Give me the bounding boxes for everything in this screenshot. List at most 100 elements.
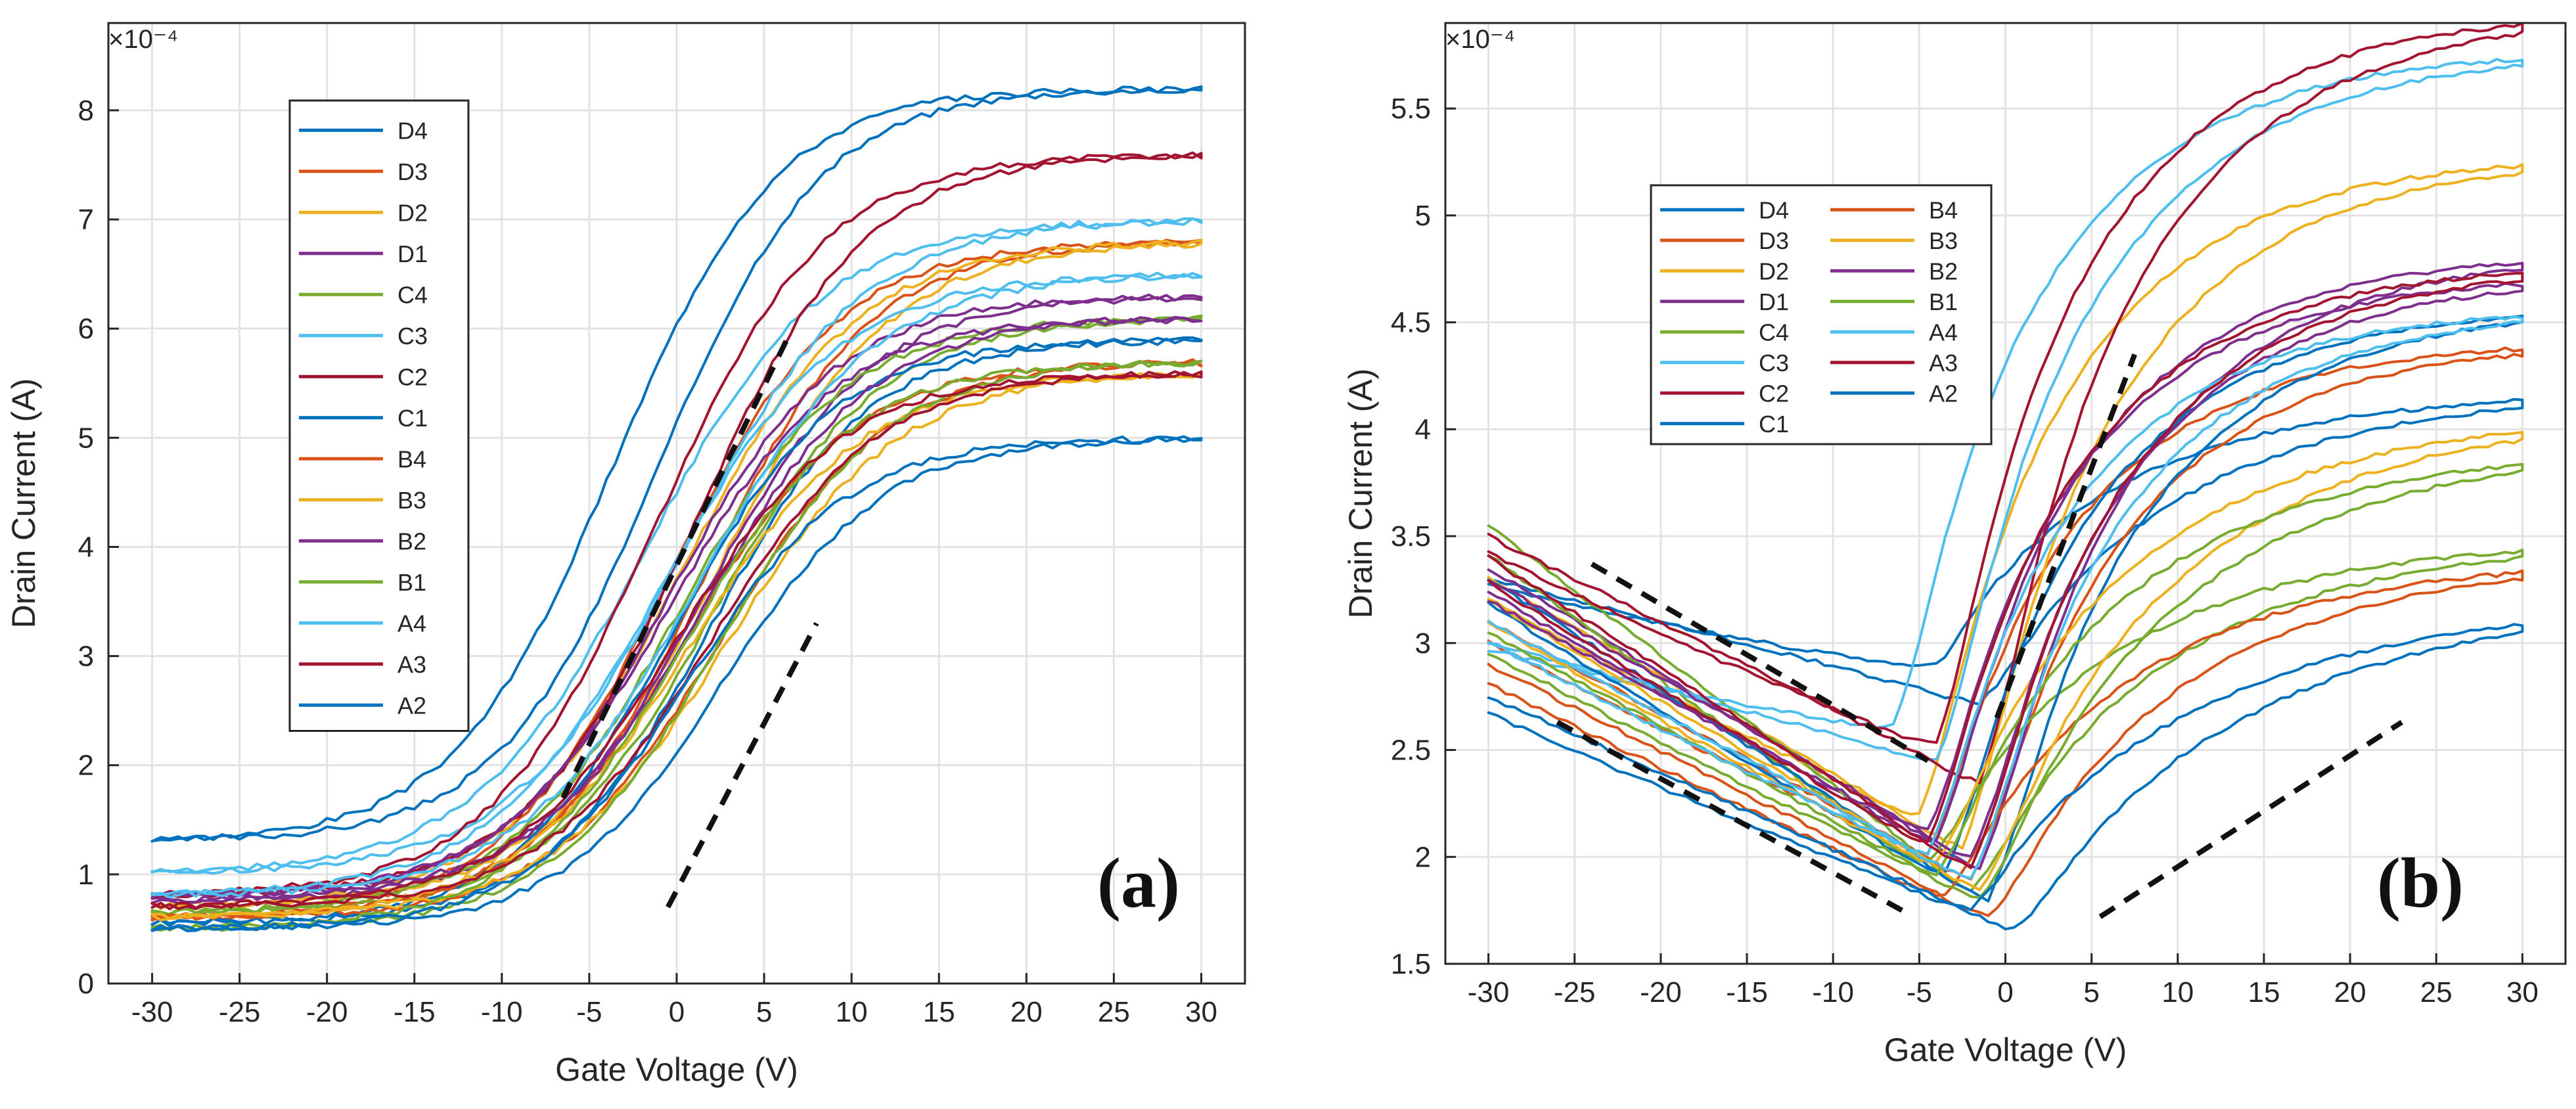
guide-dashed-line: [1994, 353, 2137, 719]
guide-dashed-line: [1556, 719, 1904, 913]
series-line-A3: [150, 370, 1203, 911]
x-tick-label: 5: [2083, 976, 2099, 1008]
series-line-C4: [150, 314, 1203, 916]
y-tick-label: 7: [78, 204, 94, 236]
legend-label-C3: C3: [1759, 350, 1789, 376]
y-tick-label: 4.5: [1391, 307, 1431, 339]
x-tick-label: -25: [219, 996, 261, 1028]
x-tick-label: -10: [1812, 976, 1854, 1008]
x-tick-label: 30: [2506, 976, 2539, 1008]
series-line-A4: [150, 271, 1203, 899]
legend-label-A2: A2: [1929, 380, 1958, 407]
x-tick-label: -20: [306, 996, 348, 1028]
guide-dashed-line: [1590, 561, 1930, 763]
y-tick-label: 5.5: [1391, 93, 1431, 125]
legend-label-B1: B1: [397, 569, 426, 596]
y-tick-label: 3.5: [1391, 520, 1431, 553]
axis-exponent: ×10⁻⁴: [1445, 25, 1515, 54]
y-axis-label: Drain Current (A): [5, 378, 42, 629]
x-tick-label: 20: [2334, 976, 2366, 1008]
legend-label-C4: C4: [397, 281, 428, 308]
legend-label-A3: A3: [1929, 350, 1958, 376]
legend-label-D1: D1: [1759, 288, 1789, 315]
y-tick-label: 3: [1415, 627, 1431, 660]
legend-label-C2: C2: [1759, 380, 1789, 407]
x-tick-label: -15: [394, 996, 436, 1028]
y-axis-label: Drain Current (A): [1342, 369, 1379, 619]
series-line-A2: [150, 435, 1203, 932]
legend-label-D3: D3: [1759, 227, 1789, 254]
series-line-C3: [1487, 58, 2524, 761]
y-tick-label: 6: [78, 313, 94, 345]
y-tick-label: 3: [78, 641, 94, 673]
y-tick-label: 5: [1415, 200, 1431, 232]
y-tick-label: 1.5: [1391, 948, 1431, 980]
legend-label-D2: D2: [1759, 258, 1789, 284]
x-tick-label: -5: [1907, 976, 1932, 1008]
legend-label-D3: D3: [397, 158, 428, 185]
series-line-B4: [1487, 569, 2524, 917]
legend-label-D1: D1: [397, 240, 428, 267]
series-line-D4: [1487, 397, 2524, 706]
legend-label-A2: A2: [397, 692, 426, 719]
legend-label-B2: B2: [1929, 258, 1958, 284]
legend-label-A3: A3: [397, 651, 426, 678]
legend-label-B2: B2: [397, 528, 426, 554]
legend-label-B4: B4: [1929, 196, 1958, 223]
legend-label-C1: C1: [397, 405, 428, 432]
legend-label-D4: D4: [397, 117, 428, 144]
y-tick-label: 2.5: [1391, 735, 1431, 767]
x-tick-label: 5: [756, 996, 772, 1028]
legend-label-D2: D2: [397, 199, 428, 226]
legend-label-D4: D4: [1759, 196, 1789, 223]
series-line-B2: [150, 315, 1203, 899]
series-line-A3: [1487, 271, 2524, 869]
x-tick-label: 25: [2420, 976, 2452, 1008]
x-tick-label: -15: [1726, 976, 1768, 1008]
x-axis-label: Gate Voltage (V): [555, 1051, 798, 1088]
x-tick-label: -10: [481, 996, 523, 1028]
x-axis-label: Gate Voltage (V): [1884, 1031, 2127, 1068]
guide-dashed-line: [2098, 719, 2403, 919]
legend-label-B3: B3: [1929, 227, 1958, 254]
series-line-A2: [1487, 623, 2524, 931]
axis-exponent: ×10⁻⁴: [108, 25, 178, 54]
x-tick-label: 10: [2161, 976, 2194, 1008]
legend-label-C3: C3: [397, 323, 428, 350]
series-line-A4: [1487, 315, 2524, 880]
y-tick-label: 4: [1415, 413, 1431, 445]
chart-b: -30 -25 -20 -15 -10 -5 0 5 10 15 20 25 30 1.5 2 2.5 3 3.5…: [1342, 22, 2567, 1068]
legend-label-B4: B4: [397, 445, 426, 472]
x-tick-label: -30: [1468, 976, 1510, 1008]
x-tick-label: -5: [576, 996, 602, 1028]
y-tick-label: 4: [78, 531, 94, 563]
x-tick-label: 20: [1010, 996, 1043, 1028]
y-tick-label: 2: [78, 750, 94, 782]
legend-label-B1: B1: [1929, 288, 1958, 315]
x-tick-label: -20: [1640, 976, 1682, 1008]
x-tick-label: 15: [2248, 976, 2280, 1008]
panel-label: (b): [2377, 844, 2464, 922]
y-tick-label: 0: [78, 968, 94, 1000]
y-tick-label: 2: [1415, 841, 1431, 873]
x-tick-label: 25: [1098, 996, 1130, 1028]
series-line-B1: [1487, 463, 2524, 899]
series-line-C2: [1487, 22, 2524, 784]
x-tick-label: -30: [131, 996, 173, 1028]
series-line-B2: [1487, 282, 2524, 858]
legend-label-A4: A4: [1929, 319, 1958, 346]
x-tick-label: 30: [1185, 996, 1217, 1028]
x-tick-label: 15: [923, 996, 955, 1028]
legend-box: [288, 99, 470, 732]
legend-label-B3: B3: [397, 487, 426, 514]
x-tick-label: -25: [1554, 976, 1596, 1008]
y-tick-label: 8: [78, 95, 94, 127]
legend-box: [1650, 184, 1993, 445]
y-tick-label: 5: [78, 422, 94, 454]
series-line-C3: [150, 217, 1203, 875]
x-tick-label: 0: [669, 996, 685, 1028]
x-tick-label: 0: [1997, 976, 2013, 1008]
y-tick-label: 1: [78, 859, 94, 891]
panel-label: (a): [1097, 844, 1180, 922]
